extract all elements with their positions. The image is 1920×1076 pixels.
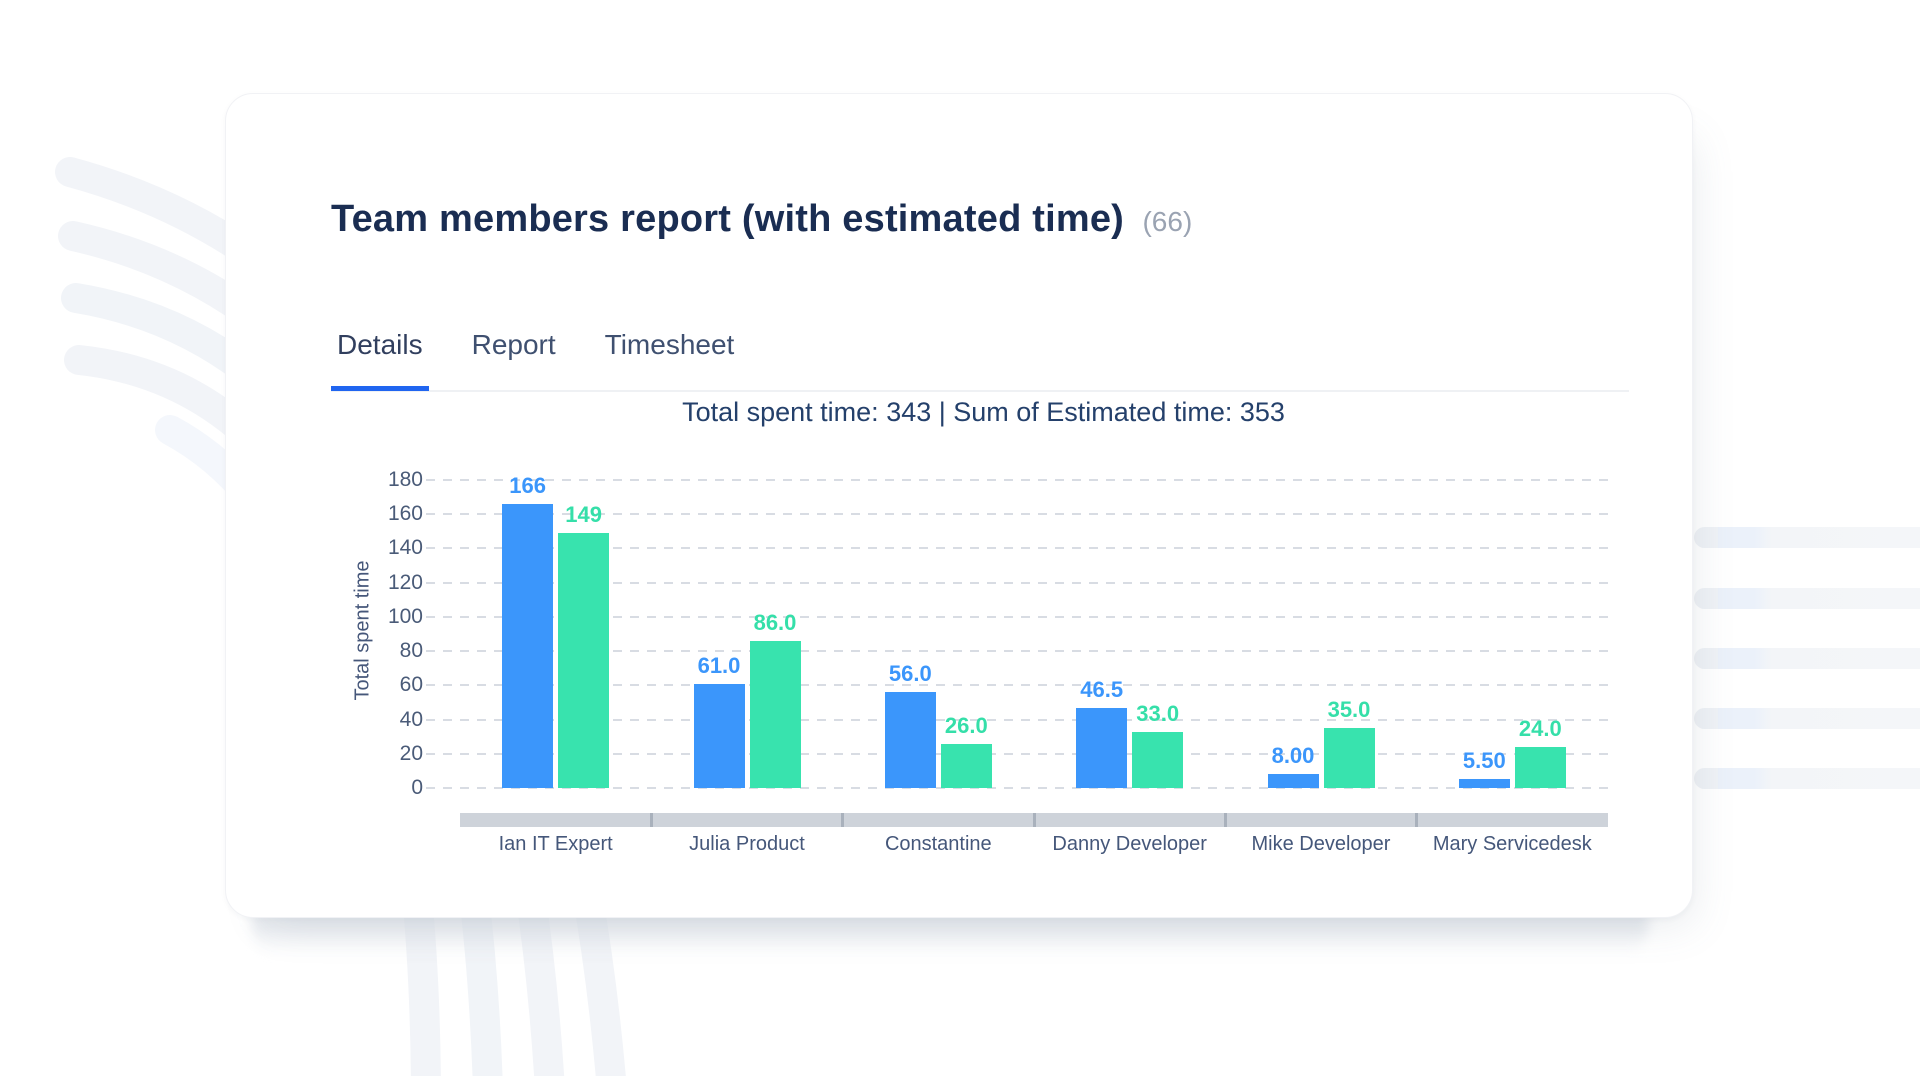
gridline-80: [426, 650, 1611, 653]
y-axis-tick-160: 160: [387, 502, 423, 526]
count-badge: (66): [1142, 206, 1193, 237]
bar-estimated[interactable]: [1132, 731, 1184, 788]
bar-value-label: 5.50: [1462, 747, 1506, 773]
gridline-180: [426, 479, 1611, 481]
y-axis-tick-40: 40: [399, 707, 423, 731]
bar-value-label: 24.0: [1518, 715, 1562, 741]
bar-value-label: 33.0: [1136, 700, 1180, 726]
scrollbar-divider: [841, 813, 845, 827]
y-axis-tick-20: 20: [399, 741, 423, 765]
category-label: Mary Servicedesk: [1432, 833, 1592, 855]
bar-estimated[interactable]: [749, 640, 801, 788]
page-title: Team members report (with estimated time…: [331, 198, 1125, 240]
category-label: Ian IT Expert: [498, 833, 613, 855]
category-label: Constantine: [884, 833, 992, 855]
decor-bar: [1694, 708, 1920, 729]
bar-estimated[interactable]: [558, 533, 610, 788]
bar-spent[interactable]: [1267, 774, 1319, 788]
bar-value-label: 61.0: [697, 652, 741, 678]
gridline-20: [426, 752, 1611, 755]
bar-value-label: 35.0: [1327, 697, 1371, 723]
chart-summary: Total spent time: 343 | Sum of Estimated…: [682, 397, 1285, 427]
bar-spent[interactable]: [884, 692, 936, 788]
gridline-60: [426, 684, 1611, 687]
decor-bar: [1694, 527, 1920, 548]
gridline-40: [426, 718, 1611, 721]
bar-value-label: 86.0: [753, 609, 797, 635]
tab-bar: Details Report Timesheet: [331, 324, 1629, 392]
report-card: Team members report (with estimated time…: [225, 93, 1693, 918]
bar-estimated[interactable]: [1514, 746, 1566, 788]
bar-spent[interactable]: [693, 683, 745, 788]
y-axis-tick-100: 100: [387, 604, 423, 628]
bar-spent[interactable]: [1076, 708, 1128, 788]
y-axis-tick-120: 120: [387, 570, 423, 594]
y-axis-tick-180: 180: [387, 468, 423, 491]
gridline-160: [426, 513, 1611, 516]
title-row: Team members report (with estimated time…: [331, 198, 1192, 241]
bar-spent[interactable]: [502, 503, 554, 788]
tab-timesheet[interactable]: Timesheet: [604, 329, 735, 360]
gridline-0: [426, 787, 1611, 789]
tab-report[interactable]: Report: [471, 329, 556, 360]
scrollbar-divider: [1223, 813, 1227, 827]
decor-bar: [1694, 648, 1920, 669]
bar-value-label: 46.5: [1080, 677, 1124, 703]
card-stack-shadow: [252, 914, 1648, 960]
chart-scrollbar[interactable]: [460, 813, 1608, 827]
scrollbar-divider: [1415, 813, 1419, 827]
scrollbar-divider: [649, 813, 653, 827]
decor-bar: [1694, 588, 1920, 609]
gridline-100: [426, 615, 1611, 618]
y-axis-tick-80: 80: [399, 639, 423, 663]
bar-value-label: 166: [509, 472, 547, 498]
category-label: Julia Product: [689, 833, 805, 855]
tab-details[interactable]: Details: [331, 324, 429, 391]
y-axis-tick-0: 0: [411, 776, 423, 799]
gridline-140: [426, 547, 1611, 550]
bar-estimated[interactable]: [940, 743, 992, 788]
bar-value-label: 56.0: [888, 661, 932, 687]
bar-value-label: 26.0: [944, 712, 988, 738]
gridline-120: [426, 581, 1611, 584]
bar-value-label: 149: [565, 502, 603, 528]
y-axis-tick-140: 140: [387, 536, 423, 560]
y-axis-tick-60: 60: [399, 673, 423, 697]
category-label: Mike Developer: [1251, 833, 1391, 855]
decor-bar: [1694, 768, 1920, 789]
bar-estimated[interactable]: [1323, 728, 1375, 788]
bar-spent[interactable]: [1458, 778, 1510, 788]
scrollbar-divider: [1032, 813, 1036, 827]
bar-value-label: 8.00: [1271, 743, 1315, 769]
category-label: Danny Developer: [1052, 833, 1207, 855]
